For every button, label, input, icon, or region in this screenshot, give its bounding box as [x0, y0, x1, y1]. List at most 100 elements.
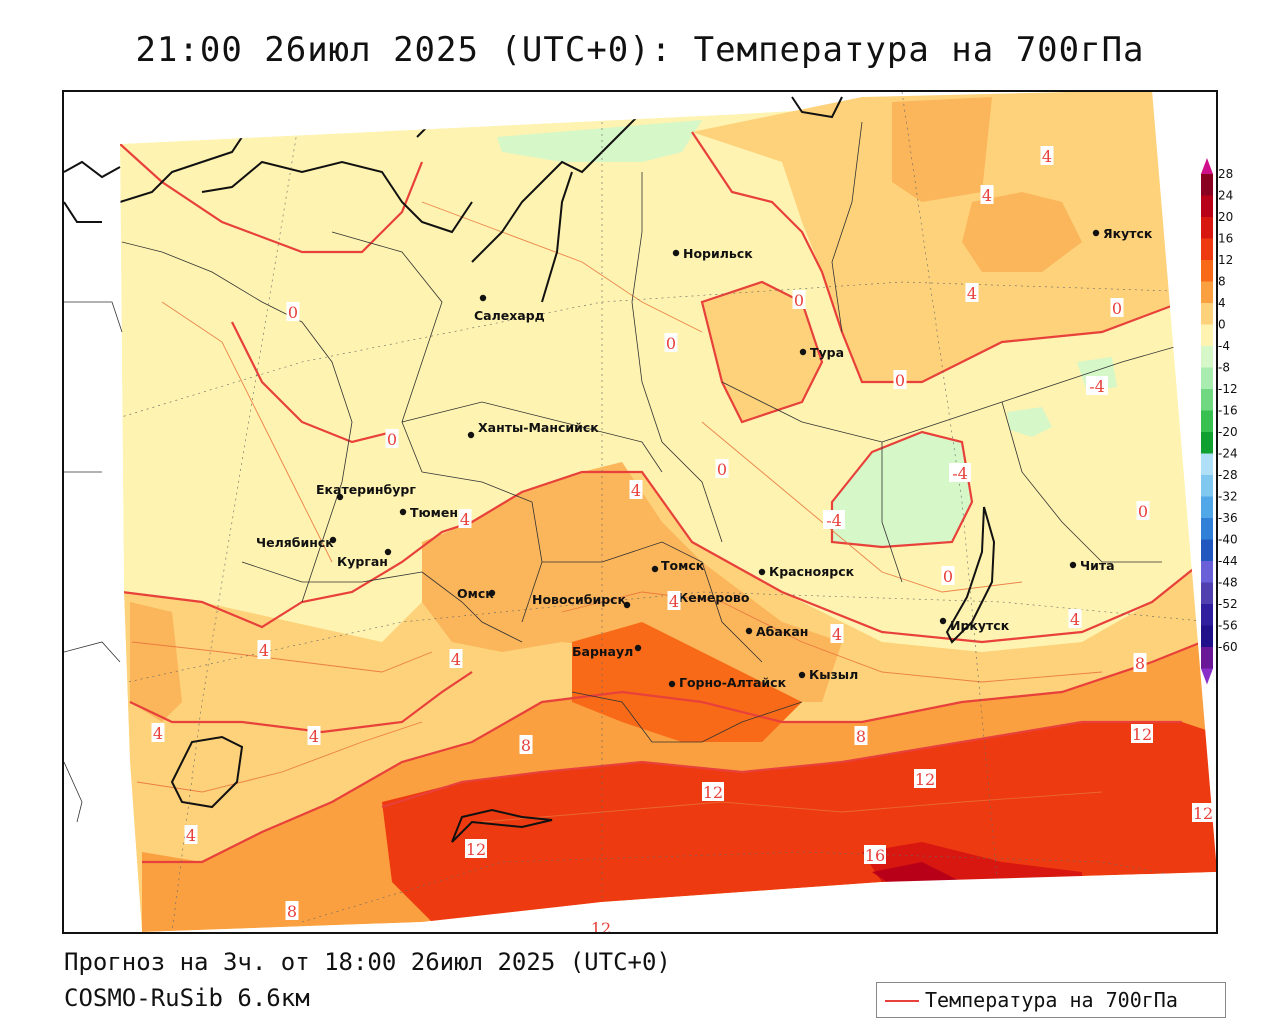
- isotherm-label-bg: [893, 370, 907, 389]
- isotherm-label: 4: [460, 510, 470, 529]
- scale-tick-label: -12: [1218, 382, 1238, 396]
- city-markers: Норильск Якутск Салехард Тура Ханты-Мансийск…: [256, 226, 1153, 690]
- isotherm-label: 12: [915, 770, 935, 789]
- scale-color-band: [1201, 303, 1213, 325]
- scale-tick-label: 28: [1218, 167, 1233, 181]
- scale-tick-label: -48: [1218, 576, 1238, 590]
- scale-color-band: [1201, 539, 1213, 562]
- model-info: COSMO-RuSib 6.6км: [64, 984, 310, 1012]
- scale-color-band: [1201, 346, 1213, 368]
- city-dot: [1069, 561, 1077, 569]
- isotherm-label-bg: [449, 649, 463, 668]
- legend-box: Температура на 700гПа: [876, 982, 1226, 1018]
- city-label: Иркутск: [950, 618, 1010, 633]
- outside-coast: [64, 160, 121, 223]
- isotherm-label-bg: [823, 510, 845, 529]
- city-label: Омск: [457, 586, 494, 601]
- isotherm-label-bg: [629, 480, 643, 499]
- isotherm-label-bg: [1192, 803, 1214, 822]
- city-label: Кызыл: [809, 667, 858, 682]
- isotherm-label: 16: [865, 846, 885, 865]
- isotherm-label: 0: [1112, 299, 1122, 318]
- scale-color-band: [1201, 453, 1213, 476]
- city-label: Салехард: [474, 308, 545, 323]
- city-dot: [479, 294, 487, 302]
- scale-color-band: [1201, 518, 1213, 540]
- scale-tick-label: -40: [1218, 533, 1238, 547]
- isotherm-label: 4: [309, 727, 319, 746]
- isotherm-label: 12: [466, 840, 486, 859]
- isotherm-label-bg: [864, 845, 886, 864]
- city-dot: [798, 671, 806, 679]
- graticule: [71, 92, 1213, 932]
- city-dot: [488, 589, 496, 597]
- scale-tick-label: 12: [1218, 253, 1233, 267]
- isotherm-labels: -4 -4 -4 0 0 0 0 0 0 0 0 0 4 4 4 4 4 4 4 4 4 4 4 4 4 8 8 8 8 12 12 12 12…: [151, 146, 1214, 932]
- scale-bottom-arrow: [1201, 668, 1213, 685]
- outside-boundaries: [64, 301, 123, 823]
- isotherm-label-bg: [1133, 653, 1147, 672]
- scale-tick-label: 16: [1218, 232, 1233, 246]
- isotherm-label-bg: [285, 901, 299, 920]
- isotherm-label-bg: [519, 735, 533, 754]
- isotherm-label-bg: [792, 290, 806, 309]
- scale-color-band: [1201, 367, 1213, 390]
- scale-color-band: [1201, 561, 1213, 583]
- city-dot: [668, 680, 676, 688]
- isotherm-label: 8: [287, 902, 297, 921]
- scale-tick-label: -52: [1218, 597, 1238, 611]
- isotherm-label: 4: [967, 284, 977, 303]
- isotherm-label: 4: [982, 186, 992, 205]
- isotherm-label: 4: [451, 650, 461, 669]
- isotherm-label-bg: [914, 769, 936, 788]
- forecast-info: Прогноз на 3ч. от 18:00 26июл 2025 (UTC+…: [64, 948, 671, 976]
- color-scale: 28 24 20 16 12 8 4 0 -4 -8 -12 -16 -20 -24 -28 -32 -36 -4…: [1196, 156, 1276, 692]
- city-dot: [329, 536, 337, 544]
- isotherm-label: 4: [259, 641, 269, 660]
- scale-tick-label: 24: [1218, 189, 1233, 203]
- scale-color-band: [1201, 496, 1213, 519]
- scale-tick-label: -28: [1218, 468, 1238, 482]
- scale-color-band: [1201, 475, 1213, 497]
- outside-domain: [64, 92, 1216, 932]
- scale-tick-label: 8: [1218, 275, 1226, 289]
- city-label: Якутск: [1103, 226, 1153, 241]
- isotherm-label-bg: [458, 509, 472, 528]
- city-dot: [672, 249, 680, 257]
- scale-color-band: [1201, 238, 1213, 261]
- city-label: Новосибирск: [532, 592, 627, 607]
- isotherm-label: 4: [186, 826, 196, 845]
- isotherm-label-bg: [854, 726, 868, 745]
- isotherm-label-bg: [1086, 376, 1108, 395]
- map-title: 21:00 26июл 2025 (UTC+0): Температура на…: [135, 30, 1145, 70]
- isotherm-label-bg: [980, 185, 994, 204]
- isotherm-label-bg: [965, 283, 979, 302]
- isotherm-label-bg: [667, 591, 681, 610]
- isotherm-label: 8: [1135, 654, 1145, 673]
- scale-tick-label: -24: [1218, 447, 1238, 461]
- city-label: Тура: [810, 345, 844, 360]
- admin-boundaries: [121, 121, 1193, 743]
- isotherm-label: 12: [591, 919, 611, 932]
- scale-tick-label: -8: [1218, 361, 1230, 375]
- city-label: Абакан: [756, 624, 808, 639]
- scale-color-band: [1201, 281, 1213, 304]
- city-label: Норильск: [683, 246, 753, 261]
- city-dot: [745, 627, 753, 635]
- city-dot: [634, 644, 642, 652]
- scale-color-band: [1201, 432, 1213, 454]
- isotherm-label: -4: [826, 511, 842, 530]
- isotherm-label: 4: [1042, 147, 1052, 166]
- isotherm-label-bg: [664, 333, 678, 352]
- temperature-map[interactable]: Норильск Якутск Салехард Тура Ханты-Мансийск…: [62, 90, 1218, 934]
- isotherm-label: 4: [669, 592, 679, 611]
- isotherm-label-bg: [941, 566, 955, 585]
- scale-color-band: [1201, 625, 1213, 648]
- isotherm-label: -4: [1089, 377, 1105, 396]
- isotherm-label: 0: [666, 334, 676, 353]
- scale-tick-label: -32: [1218, 490, 1238, 504]
- scale-color-band: [1201, 174, 1213, 196]
- isotherm-label: 12: [1132, 725, 1152, 744]
- isotherm-label-bg: [151, 723, 165, 742]
- scale-top-arrow: [1201, 158, 1213, 174]
